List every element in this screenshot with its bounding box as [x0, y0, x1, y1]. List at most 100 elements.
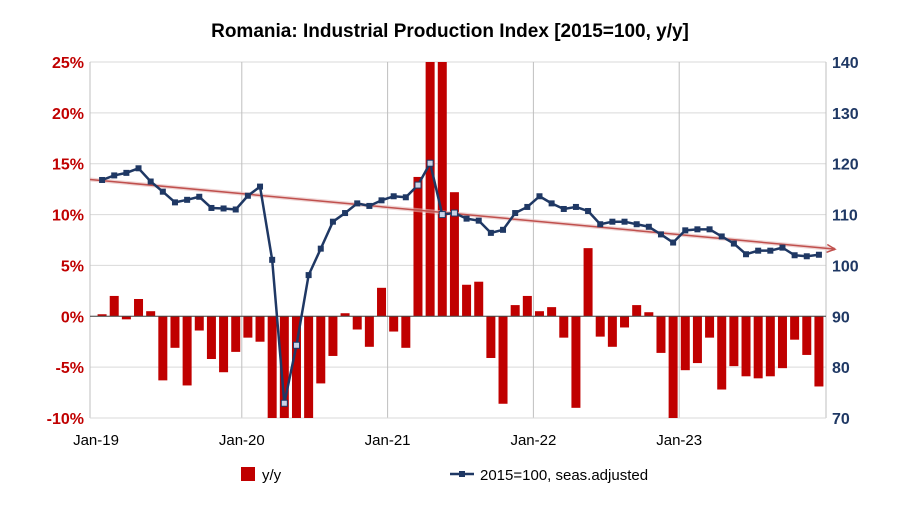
index-point [257, 183, 264, 190]
bar [219, 316, 229, 373]
bar [741, 316, 751, 377]
right-tick-label: 100 [832, 258, 859, 275]
bar [510, 305, 520, 317]
index-point [269, 256, 276, 263]
bar [632, 305, 642, 317]
bar [534, 311, 544, 317]
index-point [184, 196, 191, 203]
index-point [354, 200, 361, 207]
index-point [682, 227, 689, 234]
index-point [244, 192, 251, 199]
chart-title: Romania: Industrial Production Index [20… [211, 21, 689, 42]
index-point [560, 205, 567, 212]
bar-series-yy [97, 62, 824, 418]
index-point [111, 172, 118, 179]
bar [765, 316, 775, 377]
index-point [755, 247, 762, 254]
bar [413, 176, 423, 317]
index-point [99, 176, 106, 183]
index-point [220, 205, 227, 212]
bar [729, 316, 739, 367]
index-point [645, 223, 652, 230]
bar [547, 307, 557, 317]
left-tick-label: -5% [56, 360, 84, 377]
index-point [123, 169, 130, 176]
index-point [147, 178, 154, 185]
index-point [585, 208, 592, 215]
left-tick-label: -10% [47, 411, 84, 428]
trend-arrowhead [826, 243, 837, 254]
index-point [463, 215, 470, 222]
bar [498, 316, 508, 404]
bar [425, 62, 435, 317]
bar [291, 316, 301, 418]
bar [692, 316, 702, 364]
left-axis: -10% -5% 0% 5% 10% 15% 20% 25% [47, 55, 84, 428]
index-point [475, 217, 482, 224]
index-point [621, 218, 628, 225]
bar [134, 298, 144, 317]
bar [802, 316, 812, 355]
index-point [572, 203, 579, 210]
bar [304, 316, 314, 418]
index-point [694, 226, 701, 233]
bar [401, 316, 411, 348]
bar [267, 316, 277, 418]
bar [462, 284, 472, 317]
bar [97, 314, 107, 317]
bar [389, 316, 399, 332]
bar [377, 287, 387, 317]
bar [182, 316, 192, 386]
x-tick-label: Jan-21 [365, 432, 411, 449]
bar [680, 316, 690, 371]
legend-label-index: 2015=100, seas.adjusted [480, 467, 648, 484]
index-point [317, 245, 324, 252]
index-point [633, 221, 640, 228]
right-tick-label: 130 [832, 106, 859, 123]
left-tick-label: 10% [52, 208, 84, 225]
bar [146, 311, 156, 317]
index-point [670, 239, 677, 246]
index-point [329, 218, 336, 225]
right-axis: 70 80 90 100 110 120 130 140 [832, 55, 859, 428]
bar [243, 316, 253, 338]
index-point [791, 252, 798, 259]
index-point [232, 206, 239, 213]
bar [255, 316, 265, 342]
line-series-index [99, 159, 822, 407]
bar [449, 192, 459, 317]
right-tick-label: 140 [832, 55, 859, 72]
index-point [779, 244, 786, 251]
bar [705, 316, 715, 338]
left-tick-label: 0% [61, 309, 84, 326]
bar [607, 316, 617, 347]
index-point [292, 341, 300, 349]
index-point [450, 209, 458, 217]
x-tick-label: Jan-20 [219, 432, 265, 449]
x-axis: Jan-19 Jan-20 Jan-21 Jan-22 Jan-23 [73, 432, 702, 449]
index-point [767, 247, 774, 254]
index-point [196, 193, 203, 200]
index-point [803, 253, 810, 260]
index-point [171, 199, 178, 206]
index-point [524, 203, 531, 210]
bar [170, 316, 180, 348]
legend: y/y 2015=100, seas.adjusted [241, 467, 648, 484]
right-tick-label: 120 [832, 157, 859, 174]
index-point [414, 181, 422, 189]
index-point [815, 251, 822, 258]
index-point [730, 240, 737, 247]
x-tick-label: Jan-19 [73, 432, 119, 449]
index-point [718, 233, 725, 240]
right-tick-label: 90 [832, 309, 850, 326]
bar [231, 316, 241, 352]
bar [474, 281, 484, 317]
bar [364, 316, 374, 347]
index-point [402, 194, 409, 201]
bar [206, 316, 216, 360]
index-point [536, 193, 543, 200]
index-point [305, 272, 312, 279]
index-point [500, 226, 507, 233]
bar [717, 316, 727, 390]
bar [583, 248, 593, 317]
